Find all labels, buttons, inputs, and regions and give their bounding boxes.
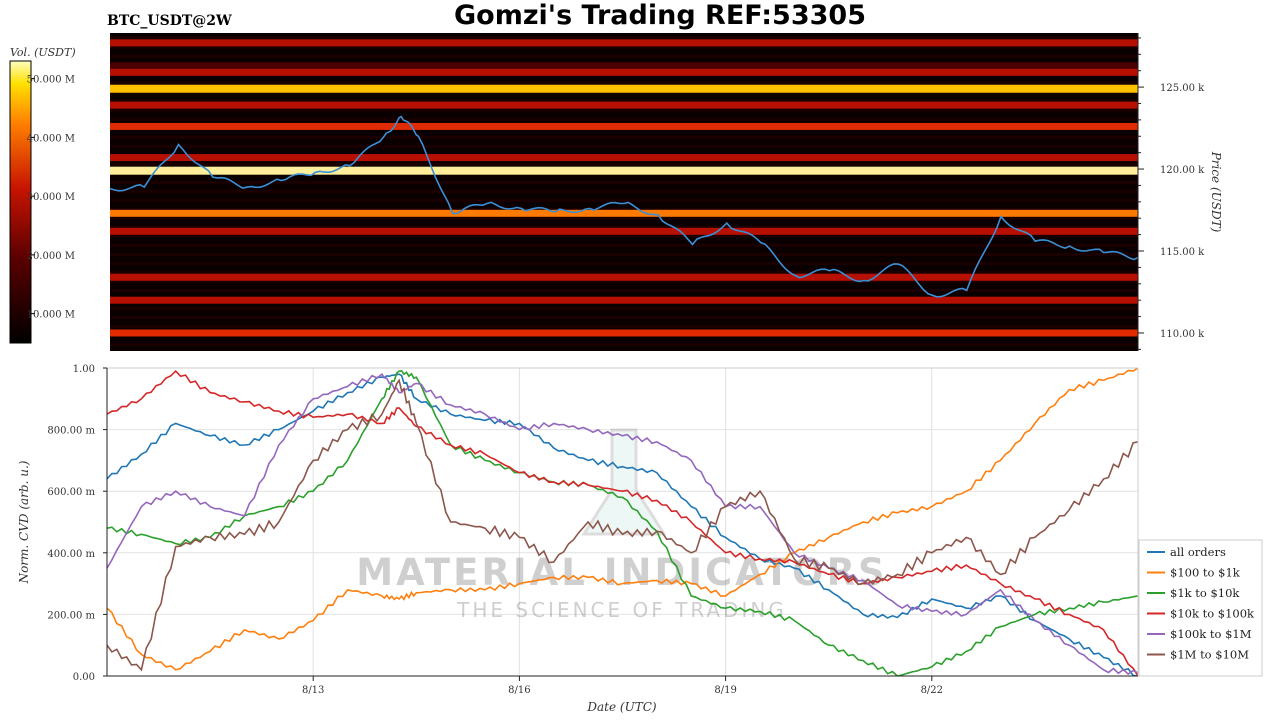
colorbar-tick-label: 30.000 M (27, 192, 75, 203)
cvd-x-axis-label: Date (UTC) (586, 700, 656, 714)
cvd-y-tick-label: 600.00 m (47, 487, 95, 498)
watermark: MATERIAL INDICATORS THE SCIENCE OF TRADI… (356, 428, 887, 622)
cvd-x-tick-label: 8/22 (921, 685, 943, 696)
colorbar-ticks: 10.000 M 20.000 M 30.000 M 40.000 M 50.000 M (27, 75, 75, 321)
legend-entry: $1k to $10k (1170, 586, 1240, 600)
page-title: Gomzi's Trading REF:53305 (454, 0, 866, 31)
heatmap-band (110, 273, 1138, 281)
heatmap-band (110, 122, 1138, 130)
legend-entry: $10k to $100k (1170, 607, 1255, 621)
heatmap-texture-row (110, 189, 1138, 193)
price-axis-tick-label: 120.00 k (1160, 165, 1205, 176)
heatmap-texture-row (110, 288, 1138, 292)
colorbar-tick-label: 50.000 M (27, 75, 75, 86)
heatmap-texture-row (110, 117, 1138, 121)
heatmap-band (110, 227, 1138, 235)
heatmap-texture-row (110, 270, 1138, 274)
cvd-y-tick-label: 200.00 m (47, 610, 95, 621)
heatmap-band (110, 62, 1138, 70)
cvd-x-ticks: 8/13 8/16 8/19 8/22 (302, 676, 943, 696)
colorbar-tick-label: 40.000 M (27, 133, 75, 144)
heatmap-texture-row (110, 81, 1138, 85)
cvd-y-tick-label: 800.00 m (47, 426, 95, 437)
heatmap-texture-row (110, 198, 1138, 202)
heatmap-texture-row (110, 225, 1138, 229)
legend-entry: all orders (1170, 545, 1226, 559)
cvd-series-line (107, 378, 1138, 672)
price-axis-label: Price (USDT) (1209, 151, 1223, 233)
heatmap-band (110, 209, 1138, 217)
heatmap-texture-row (110, 325, 1138, 329)
cvd-series (107, 368, 1138, 676)
cvd-series-line (107, 369, 1138, 676)
legend-items: all orders $100 to $1k $1k to $10k $10k to … (1147, 545, 1255, 662)
price-line (110, 115, 1138, 298)
heatmap-panel: 110.00 k 115.00 k 120.00 k 125.00 k Price (… (110, 33, 1223, 351)
cvd-y-tick-label: 0.00 (73, 672, 95, 683)
heatmap-band (110, 84, 1138, 93)
heatmap-texture-row (110, 279, 1138, 283)
cvd-series-line (107, 373, 1138, 676)
colorbar-tick-label: 10.000 M (27, 310, 75, 321)
heatmap-texture-row (110, 144, 1138, 148)
watermark-brand: MATERIAL INDICATORS (356, 551, 887, 594)
colorbar (9, 60, 32, 344)
cvd-y-tick-label: 1.00 (73, 364, 95, 375)
cvd-series-line (107, 369, 1138, 676)
cvd-x-tick-label: 8/19 (714, 685, 736, 696)
heatmap-band (110, 329, 1138, 337)
colorbar-tick-label: 20.000 M (27, 251, 75, 262)
cvd-series-line (107, 368, 1138, 671)
price-axis-tick-label: 110.00 k (1160, 329, 1205, 340)
price-axis: 110.00 k 115.00 k 120.00 k 125.00 k (1137, 33, 1205, 351)
heatmap-texture-row (110, 36, 1138, 40)
heatmap-texture-row (110, 54, 1138, 58)
heatmap-band (110, 39, 1138, 47)
colorbar-label: Vol. (USDT) (10, 46, 76, 59)
heatmap-band (110, 296, 1138, 304)
cvd-y-tick-label: 400.00 m (47, 549, 95, 560)
heatmap-band (110, 101, 1138, 109)
cvd-series-line (107, 373, 1138, 676)
symbol-label: BTC_USDT@2W (107, 13, 232, 29)
watermark-tagline: THE SCIENCE OF TRADING (456, 598, 787, 622)
heatmap-texture-row (110, 99, 1138, 103)
legend: all orders $100 to $1k $1k to $10k $10k to … (1138, 539, 1263, 677)
heatmap-texture-row (110, 207, 1138, 211)
heatmap-texture-row (110, 135, 1138, 139)
heatmap-band (110, 154, 1138, 162)
heatmap-texture-row (110, 234, 1138, 238)
heatmap-texture-row (110, 343, 1138, 347)
heatmap-texture-row (110, 108, 1138, 112)
heatmap-texture-row (110, 216, 1138, 220)
heatmap-texture-row (110, 180, 1138, 184)
heatmap-texture-row (110, 252, 1138, 256)
heatmap-band (110, 166, 1138, 175)
cvd-y-axis-label: Norm. CVD (arb. u.) (17, 460, 31, 584)
legend-entry: $1M to $10M (1170, 648, 1249, 662)
legend-entry: $100k to $1M (1170, 627, 1252, 641)
heatmap-bands (110, 36, 1138, 347)
cvd-x-tick-label: 8/13 (302, 685, 324, 696)
price-axis-tick-label: 125.00 k (1160, 83, 1205, 94)
heatmap-texture-row (110, 45, 1138, 49)
heatmap-texture-row (110, 307, 1138, 311)
heatmap-band (110, 68, 1138, 76)
cvd-y-ticks: 0.00 200.00 m 400.00 m 600.00 m 800.00 m 1.00 (47, 364, 107, 683)
price-axis-tick-label: 115.00 k (1160, 247, 1205, 258)
legend-box (1138, 539, 1263, 677)
heatmap-texture-row (110, 261, 1138, 265)
legend-entry: $100 to $1k (1170, 566, 1241, 580)
cvd-panel: MATERIAL INDICATORS THE SCIENCE OF TRADI… (17, 364, 1263, 714)
cvd-x-tick-label: 8/16 (508, 685, 530, 696)
heatmap-texture-row (110, 243, 1138, 247)
heatmap-texture-row (110, 316, 1138, 320)
heatmap-texture-row (110, 162, 1138, 166)
